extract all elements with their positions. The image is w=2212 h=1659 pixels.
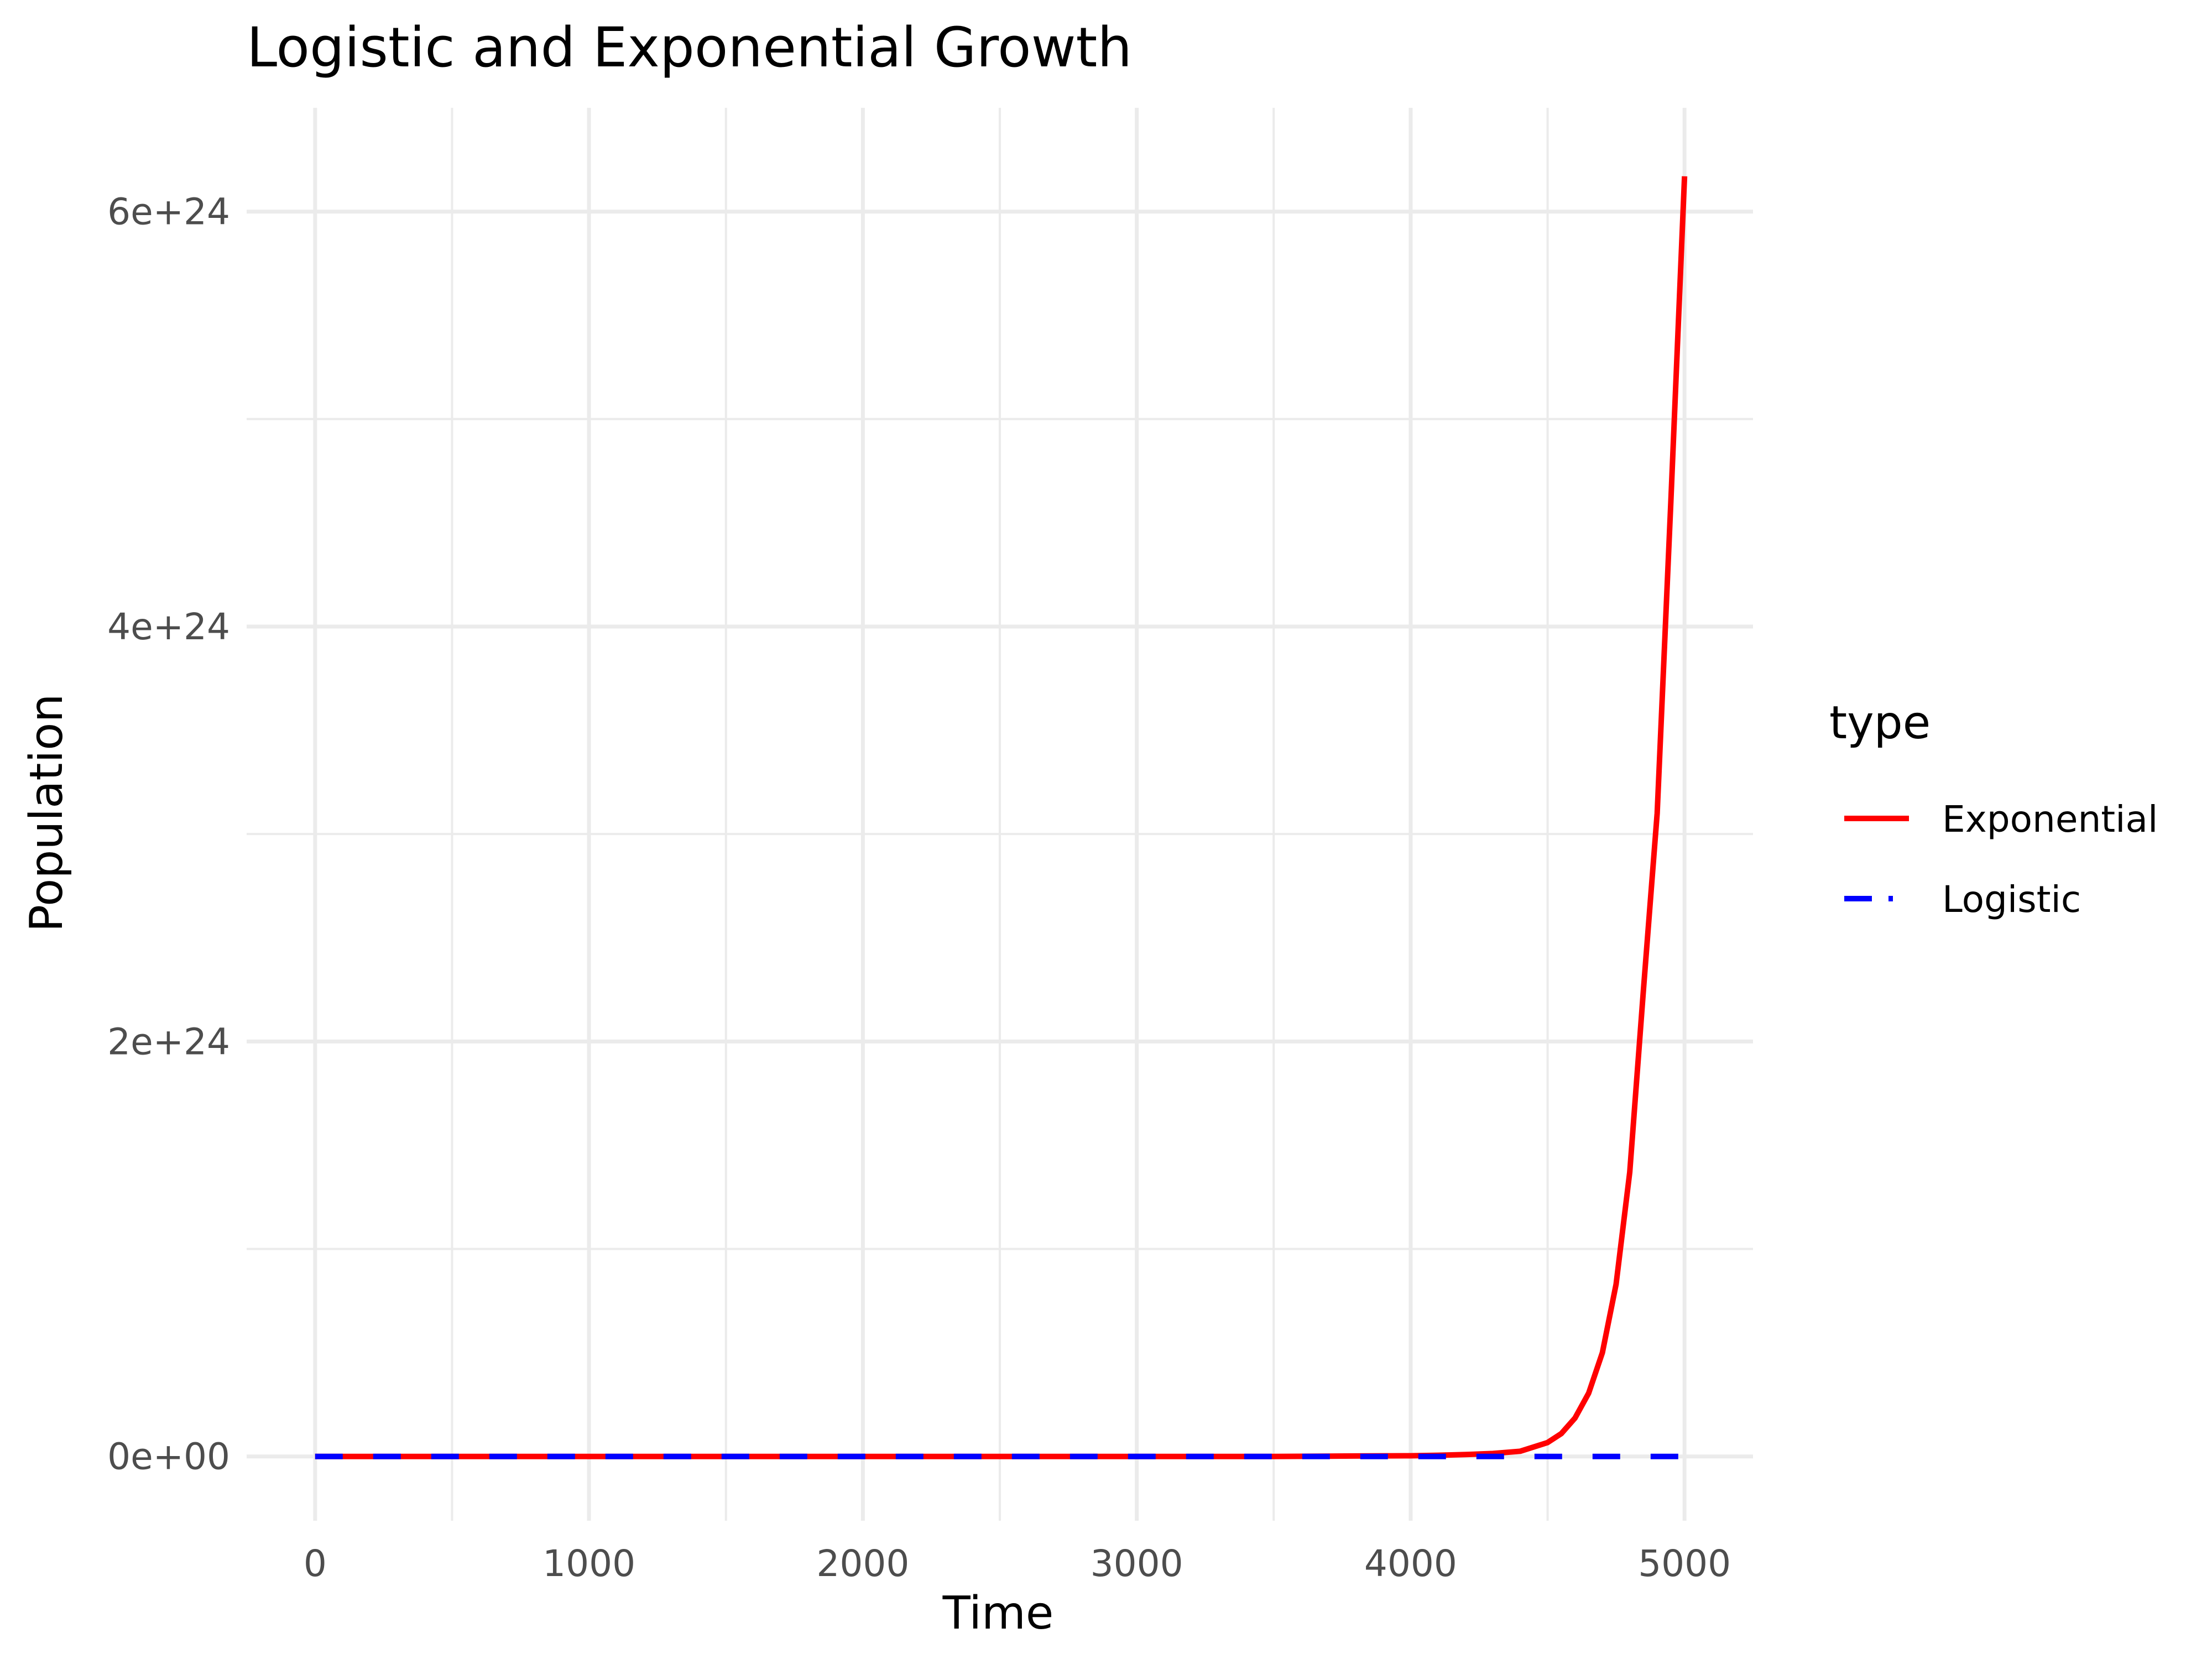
x-tick-label: 1000 (542, 1542, 635, 1585)
y-tick-label: 0e+00 (107, 1436, 230, 1478)
legend-items: Exponential Logistic (1844, 798, 2158, 921)
legend-label-logistic: Logistic (1942, 878, 2081, 921)
x-tick-label: 0 (304, 1542, 327, 1585)
chart-title: Logistic and Exponential Growth (247, 16, 1132, 80)
y-axis-title: Population (20, 694, 73, 932)
x-tick-label: 5000 (1638, 1542, 1731, 1585)
y-tick-label: 2e+24 (107, 1020, 230, 1063)
x-tick-label: 4000 (1364, 1542, 1457, 1585)
y-tick-label: 4e+24 (107, 606, 230, 648)
x-tick-label: 3000 (1091, 1542, 1183, 1585)
tick-layer: 0 1000 2000 3000 4000 5000 0e+00 2e+24 4e+24 6e+2… (107, 191, 1731, 1585)
x-tick-label: 2000 (816, 1542, 909, 1585)
grid-layer (247, 108, 1753, 1521)
series-layer (315, 176, 1688, 1459)
legend-label-exponential: Exponential (1942, 798, 2158, 841)
x-axis-title: Time (942, 1587, 1054, 1640)
y-tick-label: 6e+24 (107, 191, 230, 233)
legend: type Exponential Logistic (1829, 697, 2158, 921)
legend-title: type (1829, 697, 1931, 749)
